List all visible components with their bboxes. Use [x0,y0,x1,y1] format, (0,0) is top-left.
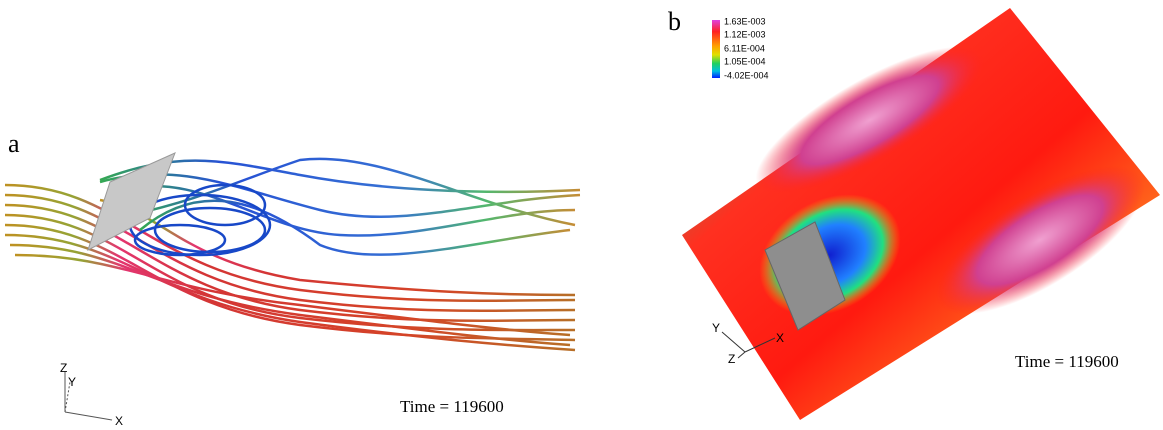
time-label: Time = 119600 [400,397,504,416]
axis-triad [721,331,776,359]
flap [764,221,846,331]
axis-label: Z [60,361,67,375]
axis-label: Z [728,352,735,366]
axis-label: Y [68,375,76,389]
wake-vortex [128,183,272,257]
axis-label: X [776,331,784,345]
time-label: Time = 119600 [1015,352,1119,371]
legend-label: -4.02E-004 [724,70,769,80]
axis-triad [64,372,113,421]
flap [87,152,176,252]
legend-label: 1.12E-003 [724,29,766,39]
panel-label: b [668,7,681,36]
vortex [755,46,985,194]
legend-label: 6.11E-004 [724,43,765,53]
vortex [935,165,1145,315]
panel-label: a [8,129,20,158]
axis-label: X [115,414,123,428]
legend-label: 1.05E-004 [724,56,766,66]
axis-label: Y [712,321,720,335]
streamlines [4,157,581,352]
legend-label: 1.63E-003 [724,16,766,26]
colorbar [712,20,720,78]
